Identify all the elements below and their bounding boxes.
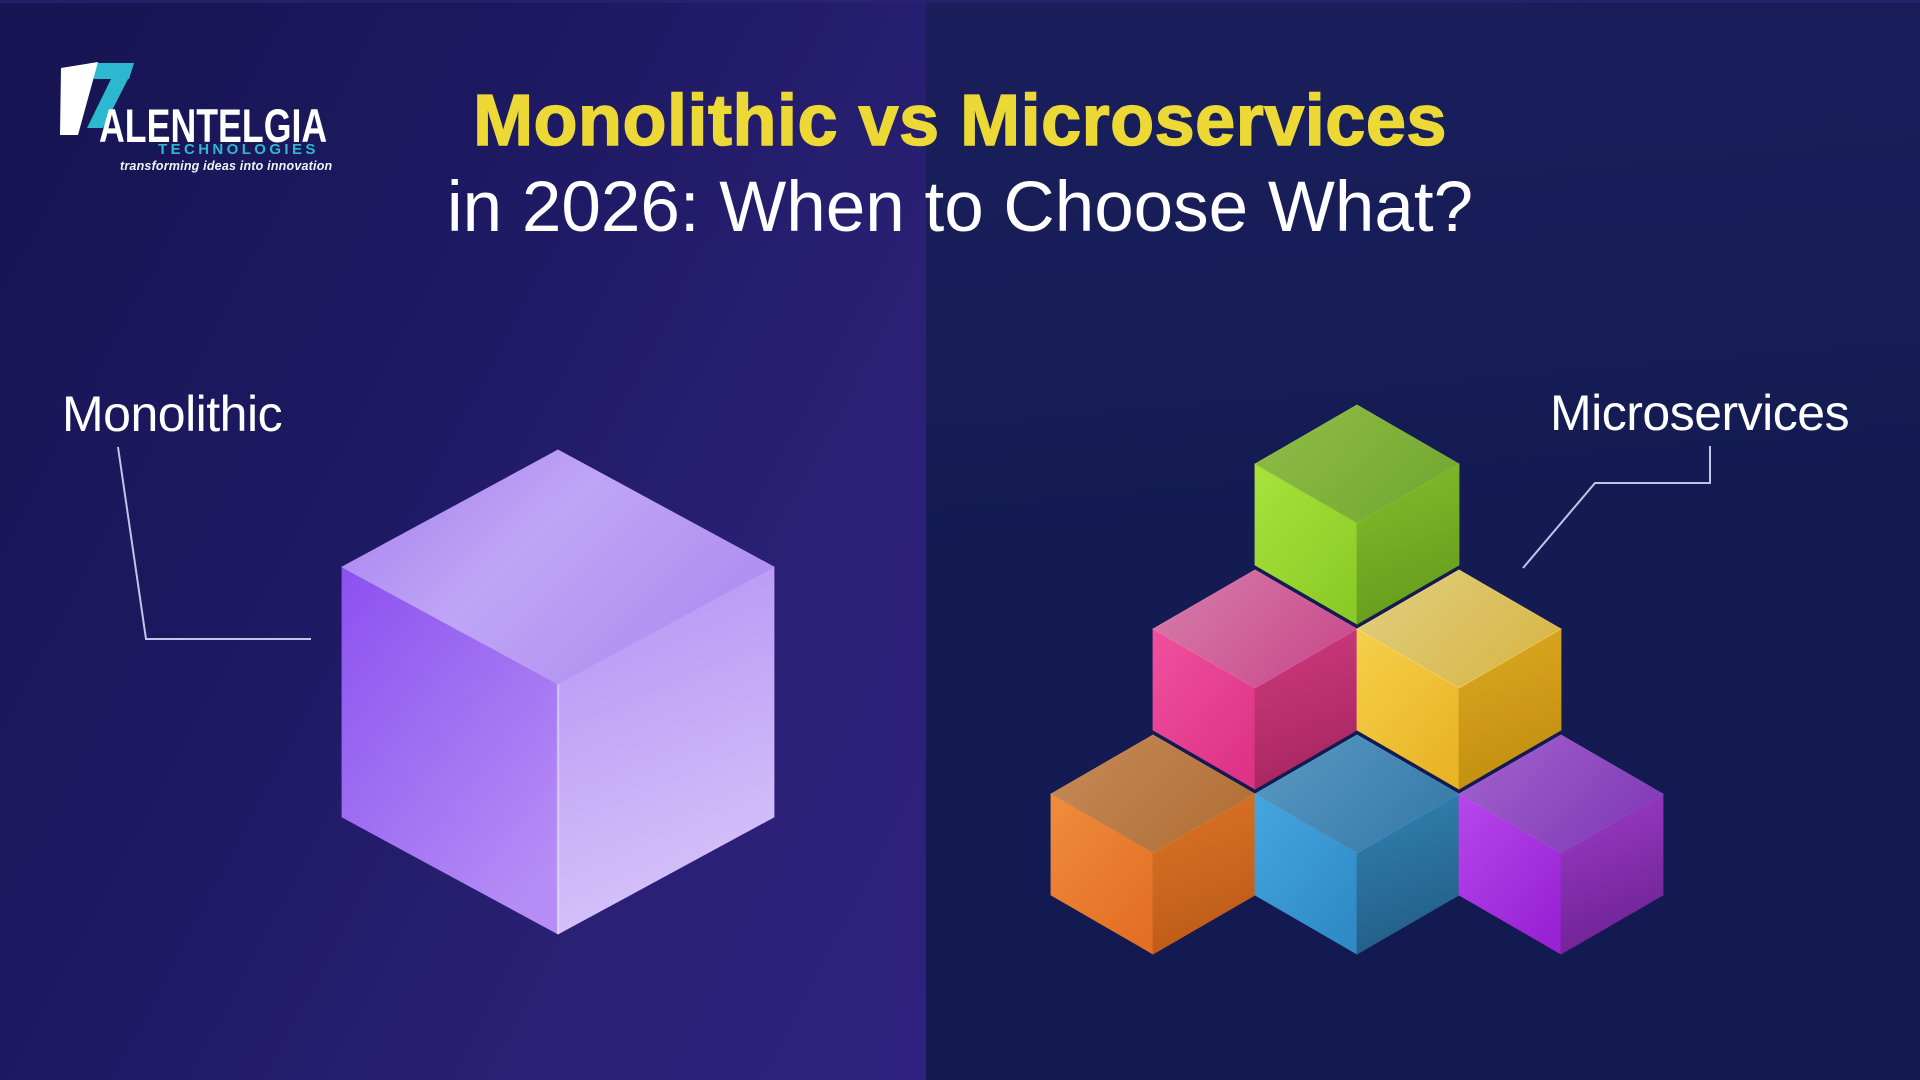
label-monolithic: Monolithic xyxy=(62,386,283,442)
top-edge-highlight xyxy=(0,0,1920,3)
blue-cube-top-face xyxy=(1254,734,1460,854)
purple-cube xyxy=(1458,734,1664,955)
purple-cube-top-face xyxy=(1458,734,1664,854)
orange-cube xyxy=(1050,734,1256,955)
pink-cube-top-face xyxy=(1152,569,1358,689)
microservices-callout-line xyxy=(1522,446,1711,569)
green-cube-top-face xyxy=(1254,404,1460,524)
brand-logo: ALENTELGIA TECHNOLOGIES transforming ide… xyxy=(58,58,338,180)
orange-cube-top-face xyxy=(1050,734,1256,854)
monolithic-callout-line xyxy=(117,446,311,640)
page-title-line1: Monolithic vs Microservices xyxy=(472,81,1447,161)
brand-name: ALENTELGIA xyxy=(99,99,328,152)
brand-mark-white-stroke xyxy=(60,62,98,135)
yellow-cube xyxy=(1356,569,1562,790)
brand-tagline: transforming ideas into innovation xyxy=(120,159,333,173)
title-block: Monolithic vs Microservices in 2026: Whe… xyxy=(0,81,1920,247)
brand-mark-teal-stem xyxy=(87,79,128,128)
brand-mark-teal-bar xyxy=(90,63,134,79)
brand-subtitle: TECHNOLOGIES xyxy=(158,141,319,158)
green-cube xyxy=(1254,404,1460,625)
label-microservices: Microservices xyxy=(1550,385,1850,441)
pink-cube xyxy=(1152,569,1358,790)
monolith-cube xyxy=(341,449,775,935)
monolith-cube-top-face xyxy=(341,449,775,685)
blue-cube xyxy=(1254,734,1460,955)
brand-mark-icon xyxy=(60,62,134,135)
page-title-line2: in 2026: When to Choose What? xyxy=(446,167,1474,247)
yellow-cube-top-face xyxy=(1356,569,1562,689)
